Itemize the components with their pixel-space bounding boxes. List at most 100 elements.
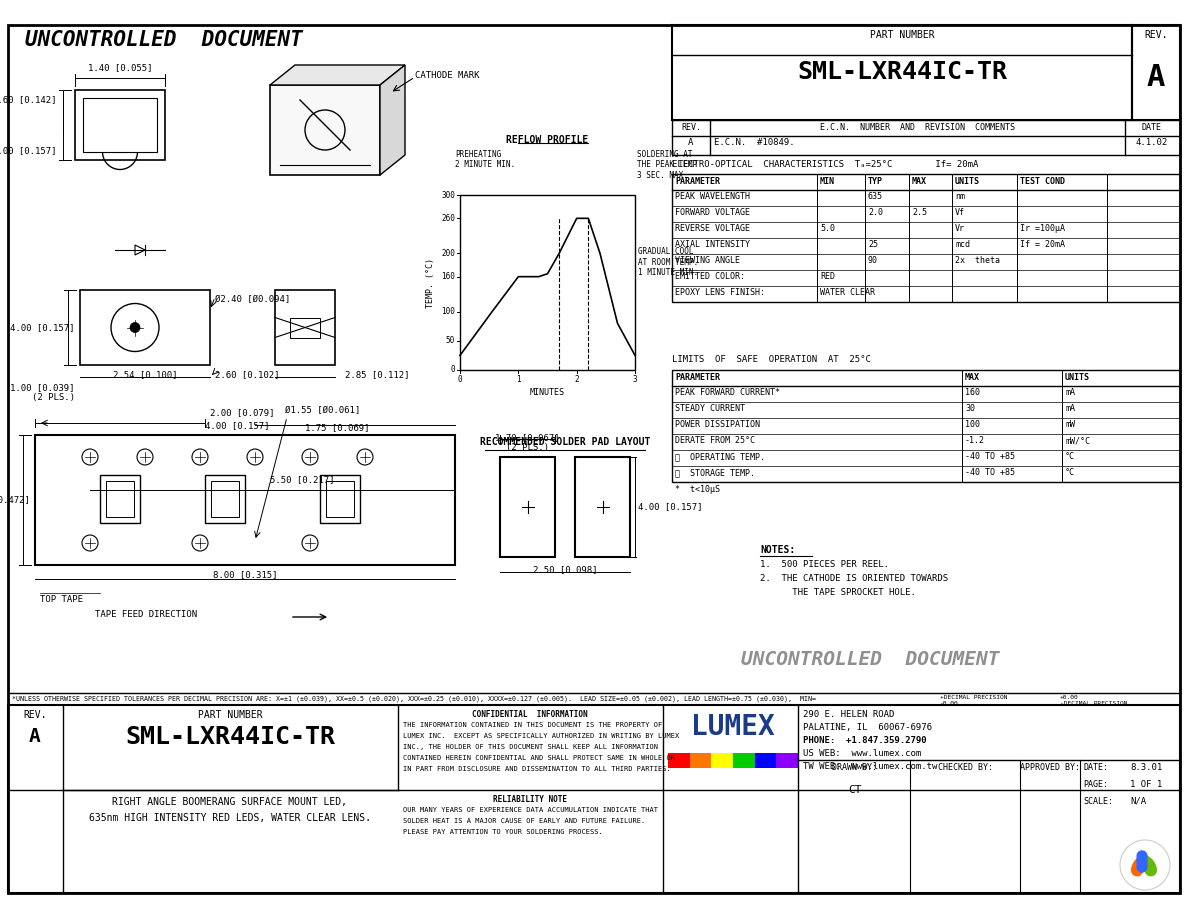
Text: 4.1.02: 4.1.02: [1136, 138, 1168, 147]
Text: *  t<10μS: * t<10μS: [675, 485, 720, 494]
Text: TW WEB:  www.lumex.com.tw: TW WEB: www.lumex.com.tw: [803, 762, 937, 771]
Text: INC., THE HOLDER OF THIS DOCUMENT SHALL KEEP ALL INFORMATION: INC., THE HOLDER OF THIS DOCUMENT SHALL …: [403, 744, 658, 750]
Text: 1.00 [0.039]: 1.00 [0.039]: [11, 383, 75, 392]
Text: REV.: REV.: [1144, 30, 1168, 40]
Text: 4.00 [0.157]: 4.00 [0.157]: [206, 421, 270, 430]
Text: IN PART FROM DISCLOSURE AND DISSEMINATION TO ALL THIRD PARTIES.: IN PART FROM DISCLOSURE AND DISSEMINATIO…: [403, 766, 671, 772]
Text: WATER CLEAR: WATER CLEAR: [820, 288, 876, 297]
Text: 1.70 [0.067]: 1.70 [0.067]: [495, 433, 560, 442]
Text: 2: 2: [574, 375, 579, 384]
Text: DATE:: DATE:: [1083, 763, 1108, 772]
Text: 2.00 [0.079]: 2.00 [0.079]: [210, 408, 274, 417]
Text: TEST COND: TEST COND: [1020, 177, 1064, 186]
Text: DATE: DATE: [1142, 123, 1162, 132]
Text: FORWARD VOLTAGE: FORWARD VOLTAGE: [675, 208, 750, 217]
Text: CHECKED BY:: CHECKED BY:: [937, 763, 992, 772]
Text: If = 20mA: If = 20mA: [1020, 240, 1064, 249]
Text: -40 TO +85: -40 TO +85: [965, 468, 1015, 477]
Text: 200: 200: [441, 249, 455, 258]
Bar: [672, 120, 1180, 155]
Text: PREHEATING
2 MINUTE MIN.: PREHEATING 2 MINUTE MIN.: [455, 150, 516, 170]
Text: NOTES:: NOTES:: [760, 545, 795, 555]
Text: 1.40 [0.055]: 1.40 [0.055]: [88, 63, 152, 72]
Text: DERATE FROM 25°C: DERATE FROM 25°C: [675, 436, 756, 445]
Text: 2.60 [0.102]: 2.60 [0.102]: [215, 370, 279, 379]
Text: 1.  500 PIECES PER REEL.: 1. 500 PIECES PER REEL.: [760, 560, 889, 569]
Text: N/A: N/A: [1130, 797, 1146, 806]
Text: A: A: [1146, 63, 1165, 92]
Text: 3.60 [0.142]: 3.60 [0.142]: [0, 95, 57, 104]
Bar: [75, 90, 165, 160]
Text: THE INFORMATION CONTAINED IN THIS DOCUMENT IS THE PROPERTY OF: THE INFORMATION CONTAINED IN THIS DOCUME…: [403, 722, 662, 728]
Text: mA: mA: [1064, 404, 1075, 413]
Bar: [320, 475, 360, 523]
Text: PAGE:: PAGE:: [1083, 780, 1108, 789]
Text: +DECIMAL PRECISION
-0.00: +DECIMAL PRECISION -0.00: [940, 695, 1007, 706]
Text: 2x  theta: 2x theta: [955, 256, 1000, 265]
Text: 4.00 [0.157]: 4.00 [0.157]: [0, 146, 57, 155]
Text: STEADY CURRENT: STEADY CURRENT: [675, 404, 745, 413]
Text: mW: mW: [1064, 420, 1075, 429]
Text: MIN: MIN: [820, 177, 835, 186]
Text: 1 OF 1: 1 OF 1: [1130, 780, 1162, 789]
Text: 635: 635: [868, 192, 883, 201]
Text: 8.3.01: 8.3.01: [1130, 763, 1162, 772]
Text: 2.54 [0.100]: 2.54 [0.100]: [113, 370, 177, 379]
Bar: [106, 481, 134, 517]
Bar: [460, 195, 636, 370]
Text: E.C.N.  NUMBER  AND  REVISION  COMMENTS: E.C.N. NUMBER AND REVISION COMMENTS: [820, 123, 1015, 132]
Text: Ⓑ  STORAGE TEMP.: Ⓑ STORAGE TEMP.: [675, 468, 756, 477]
Text: 5.0: 5.0: [820, 224, 835, 233]
Text: REV.: REV.: [24, 710, 46, 720]
Text: PARAMETER: PARAMETER: [675, 373, 720, 382]
Text: REFLOW PROFILE: REFLOW PROFILE: [506, 135, 588, 145]
Text: (2 PLS.): (2 PLS.): [506, 443, 549, 452]
Text: nm: nm: [955, 192, 965, 201]
Bar: [672, 174, 1180, 302]
Circle shape: [1120, 840, 1170, 890]
Bar: [290, 318, 320, 338]
Text: PEAK FORWARD CURRENT*: PEAK FORWARD CURRENT*: [675, 388, 781, 397]
Text: SOLDER HEAT IS A MAJOR CAUSE OF EARLY AND FUTURE FAILURE.: SOLDER HEAT IS A MAJOR CAUSE OF EARLY AN…: [403, 818, 645, 824]
Bar: [690, 753, 712, 768]
Text: mcd: mcd: [955, 240, 969, 249]
Text: LIMITS  OF  SAFE  OPERATION  AT  25°C: LIMITS OF SAFE OPERATION AT 25°C: [672, 355, 871, 364]
Text: 635nm HIGH INTENSITY RED LEDS, WATER CLEAR LENS.: 635nm HIGH INTENSITY RED LEDS, WATER CLE…: [89, 813, 371, 823]
Bar: [672, 25, 1132, 120]
Text: LUMEX: LUMEX: [691, 713, 775, 741]
Text: -40 TO +85: -40 TO +85: [965, 452, 1015, 461]
Text: PARAMETER: PARAMETER: [675, 177, 720, 186]
Text: TYP: TYP: [868, 177, 883, 186]
Text: EPOXY LENS FINISH:: EPOXY LENS FINISH:: [675, 288, 765, 297]
Text: APPROVED BY:: APPROVED BY:: [1020, 763, 1080, 772]
Text: 0: 0: [450, 365, 455, 375]
Text: DRAWN BY:: DRAWN BY:: [833, 763, 878, 772]
Text: REVERSE VOLTAGE: REVERSE VOLTAGE: [675, 224, 750, 233]
Text: 160: 160: [441, 272, 455, 281]
Text: SML-LXR44IC-TR: SML-LXR44IC-TR: [797, 60, 1007, 84]
Text: 100: 100: [965, 420, 980, 429]
Bar: [672, 370, 1180, 482]
Text: POWER DISSIPATION: POWER DISSIPATION: [675, 420, 760, 429]
Text: UNCONTROLLED  DOCUMENT: UNCONTROLLED DOCUMENT: [25, 30, 303, 50]
Text: MAX: MAX: [912, 177, 927, 186]
Text: Vr: Vr: [955, 224, 965, 233]
Text: TAPE FEED DIRECTION: TAPE FEED DIRECTION: [95, 610, 197, 619]
Text: 3: 3: [633, 375, 637, 384]
Text: RED: RED: [820, 272, 835, 281]
Text: 2.50 [0.098]: 2.50 [0.098]: [532, 565, 598, 574]
Text: THE TAPE SPROCKET HOLE.: THE TAPE SPROCKET HOLE.: [760, 588, 916, 597]
Circle shape: [129, 322, 140, 332]
Text: -1.2: -1.2: [965, 436, 985, 445]
Text: CT: CT: [848, 785, 861, 795]
Bar: [100, 475, 140, 523]
Text: RELIABILITY NOTE: RELIABILITY NOTE: [493, 795, 567, 804]
Bar: [34, 435, 455, 565]
Text: 300: 300: [441, 191, 455, 199]
Bar: [326, 481, 354, 517]
Text: Ø2.40 [Ø0.094]: Ø2.40 [Ø0.094]: [215, 295, 290, 304]
Text: 2.5: 2.5: [912, 208, 927, 217]
Text: PALATINE, IL  60067-6976: PALATINE, IL 60067-6976: [803, 723, 933, 732]
Text: 50: 50: [446, 336, 455, 345]
Text: CATHODE MARK: CATHODE MARK: [415, 71, 480, 80]
